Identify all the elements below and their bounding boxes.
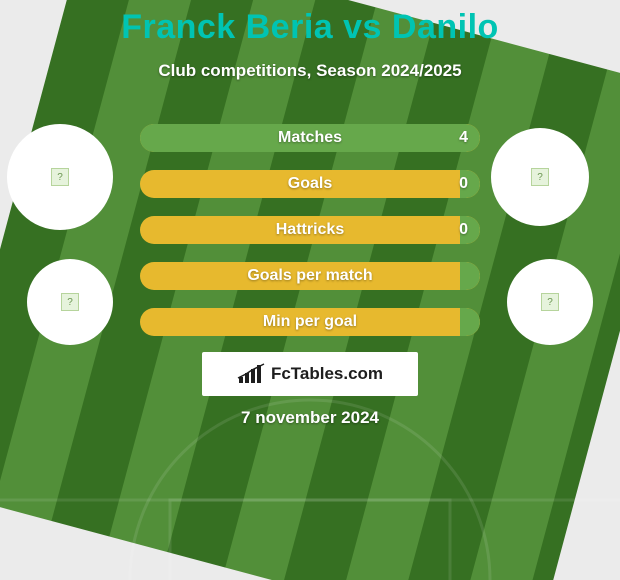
player1-avatar: ? xyxy=(7,124,113,230)
bar-label-matches: Matches xyxy=(278,129,342,147)
club2-avatar: ? xyxy=(507,259,593,345)
bar-fill-min-per-goal xyxy=(460,308,480,336)
bar-label-min-per-goal: Min per goal xyxy=(263,313,357,331)
club1-avatar: ? xyxy=(27,259,113,345)
bar-value-goals: 0 xyxy=(459,175,468,193)
bar-goals-per-match: Goals per match xyxy=(140,262,480,290)
bar-hattricks: Hattricks 0 xyxy=(140,216,480,244)
brand-text: FcTables.com xyxy=(271,364,383,384)
bar-fill-goals-per-match xyxy=(460,262,480,290)
broken-image-icon: ? xyxy=(61,293,79,311)
bar-value-hattricks: 0 xyxy=(459,221,468,239)
broken-image-icon: ? xyxy=(531,168,549,186)
bar-label-goals-per-match: Goals per match xyxy=(247,267,372,285)
brand-chart-icon xyxy=(237,363,265,385)
stat-bars: Matches 4 Goals 0 Hattricks 0 Goals per match M… xyxy=(140,124,480,354)
bar-min-per-goal: Min per goal xyxy=(140,308,480,336)
broken-image-icon: ? xyxy=(541,293,559,311)
bar-matches: Matches 4 xyxy=(140,124,480,152)
brand-box: FcTables.com xyxy=(202,352,418,396)
bar-value-matches: 4 xyxy=(459,129,468,147)
broken-image-icon: ? xyxy=(51,168,69,186)
date-line: 7 november 2024 xyxy=(0,408,620,428)
bar-label-hattricks: Hattricks xyxy=(276,221,344,239)
subtitle: Club competitions, Season 2024/2025 xyxy=(0,61,620,81)
page-title: Franck Beria vs Danilo xyxy=(0,0,620,47)
player2-avatar: ? xyxy=(491,128,589,226)
bar-label-goals: Goals xyxy=(288,175,332,193)
bar-goals: Goals 0 xyxy=(140,170,480,198)
